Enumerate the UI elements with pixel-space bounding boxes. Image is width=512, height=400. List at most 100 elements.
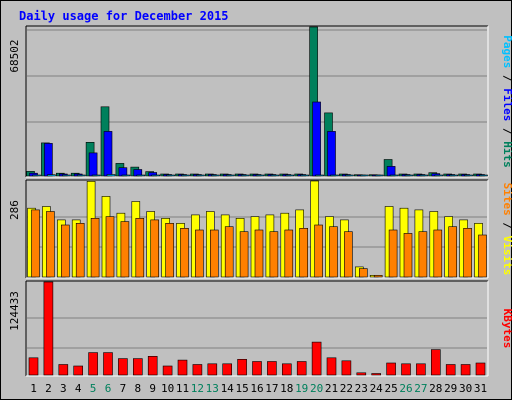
x-tick-label-31: 31	[474, 382, 487, 395]
bar-kbytes-5	[88, 352, 98, 376]
x-tick-label-20: 20	[310, 382, 323, 395]
x-tick-label-5: 5	[90, 382, 97, 395]
x-tick-label-23: 23	[355, 382, 368, 395]
bar-pages-22	[345, 174, 354, 177]
x-tick-label-16: 16	[250, 382, 263, 395]
bar-pages-26	[404, 174, 414, 177]
bar-kbytes-8	[133, 358, 143, 376]
bar-kbytes-12	[192, 364, 203, 376]
bar-pages-3	[61, 174, 71, 177]
bar-sites-8	[135, 218, 145, 278]
x-tick-label-18: 18	[280, 382, 293, 395]
bar-pages-31	[479, 174, 488, 177]
bar-kbytes-23	[356, 372, 367, 376]
bar-sites-17	[269, 231, 279, 278]
bar-pages-16	[255, 174, 265, 177]
bar-pages-1	[32, 174, 41, 177]
bar-sites-3	[60, 224, 70, 278]
bar-sites-7	[120, 221, 130, 278]
bar-files-20	[312, 101, 321, 177]
bar-sites-10	[165, 223, 174, 278]
x-tick-label-17: 17	[265, 382, 278, 395]
bar-kbytes-16	[252, 361, 262, 376]
bar-kbytes-15	[237, 358, 247, 376]
x-tick-label-13: 13	[206, 382, 219, 395]
bar-sites-28	[433, 229, 443, 278]
bar-sites-20	[314, 224, 323, 278]
x-tick-label-24: 24	[370, 382, 384, 395]
x-tick-label-29: 29	[444, 382, 457, 395]
bar-kbytes-3	[58, 364, 69, 376]
bar-pages-4	[76, 174, 86, 177]
bar-pages-10	[166, 174, 175, 177]
x-tick-label-11: 11	[176, 382, 189, 395]
y-axis-max-label: 124433	[8, 291, 21, 331]
bar-kbytes-29	[445, 364, 456, 376]
bar-pages-24	[374, 174, 384, 177]
bar-kbytes-31	[475, 362, 486, 376]
x-tick-label-22: 22	[340, 382, 353, 395]
x-tick-label-12: 12	[191, 382, 204, 395]
bar-pages-28	[434, 174, 444, 177]
bar-kbytes-22	[341, 360, 352, 376]
bar-kbytes-27	[416, 363, 426, 376]
bar-sites-15	[239, 231, 249, 278]
bar-kbytes-14	[222, 363, 232, 376]
bar-sites-21	[329, 226, 338, 278]
x-tick-label-8: 8	[134, 382, 141, 395]
bar-kbytes-13	[207, 363, 218, 376]
x-tick-label-2: 2	[45, 382, 52, 395]
bar-kbytes-4	[73, 365, 83, 376]
panel-background	[26, 281, 488, 376]
bar-sites-30	[463, 228, 472, 278]
bar-pages-29	[449, 174, 459, 177]
x-tick-label-15: 15	[235, 382, 248, 395]
x-tick-label-25: 25	[384, 382, 397, 395]
bar-kbytes-19	[296, 361, 307, 376]
bar-sites-16	[254, 229, 264, 278]
bar-pages-30	[464, 174, 473, 177]
bar-sites-6	[105, 216, 115, 278]
bar-kbytes-30	[460, 364, 471, 376]
bar-kbytes-25	[386, 362, 396, 376]
x-tick-label-14: 14	[221, 382, 235, 395]
bar-files-2	[44, 143, 53, 177]
bar-pages-14	[225, 174, 235, 177]
bar-sites-19	[299, 228, 309, 278]
x-tick-label-9: 9	[149, 382, 156, 395]
bar-kbytes-1	[28, 357, 39, 376]
legend-entry: Sites	[501, 183, 512, 216]
bar-kbytes-6	[103, 352, 113, 376]
bar-sites-2	[46, 211, 55, 278]
panel-legend: Pages / Files / Hits	[501, 35, 512, 168]
bar-files-6	[103, 131, 113, 177]
x-tick-label-28: 28	[429, 382, 442, 395]
x-tick-label-7: 7	[120, 382, 127, 395]
bar-files-5	[88, 152, 98, 177]
bar-kbytes-7	[118, 358, 128, 376]
x-tick-label-1: 1	[30, 382, 37, 395]
bar-pages-25	[389, 174, 399, 177]
x-tick-label-26: 26	[399, 382, 412, 395]
legend-entry: Pages	[501, 35, 512, 68]
bar-sites-22	[344, 231, 353, 278]
y-axis-max-label: 68502	[8, 39, 21, 72]
bar-sites-24	[373, 274, 383, 278]
bar-pages-13	[211, 174, 220, 177]
legend-entry: KBytes	[501, 309, 512, 349]
bar-pages-19	[300, 174, 310, 177]
bar-sites-26	[403, 233, 413, 278]
bar-kbytes-20	[311, 341, 322, 376]
bar-pages-11	[181, 174, 190, 177]
bar-kbytes-9	[147, 355, 158, 376]
x-tick-label-30: 30	[459, 382, 472, 395]
bar-pages-6	[106, 174, 116, 177]
bar-kbytes-21	[326, 357, 337, 376]
bar-pages-23	[359, 174, 369, 177]
bar-kbytes-2	[43, 281, 54, 376]
x-tick-label-21: 21	[325, 382, 338, 395]
panel-legend: KBytes	[501, 309, 512, 349]
panel-visits-sites: 286 Sites / Visits	[8, 179, 512, 279]
bar-sites-18	[284, 229, 294, 278]
